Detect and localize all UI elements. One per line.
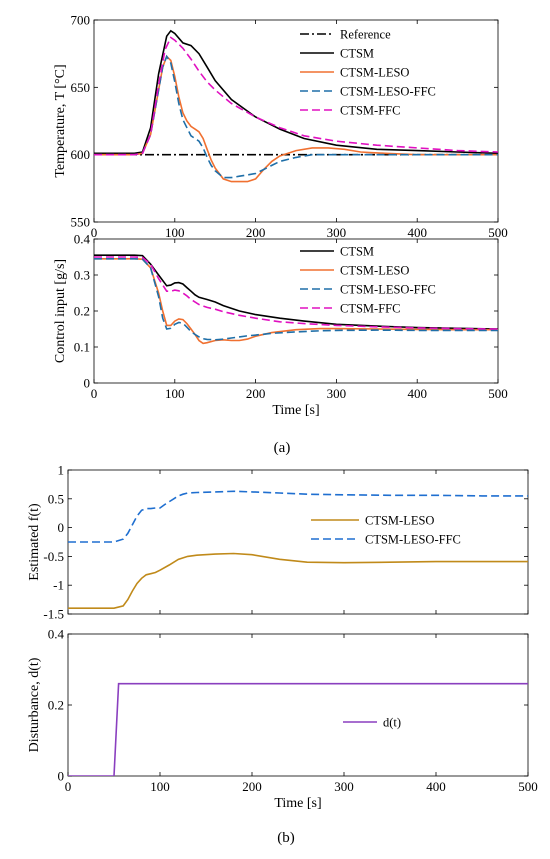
x-tick-label: 400 (407, 386, 427, 401)
caption-a: (a) (274, 440, 291, 456)
y-axis-label: Temperature, T [°C] (53, 64, 68, 177)
series-line-ctsm-leso (68, 552, 528, 610)
y-tick-label: 600 (71, 147, 91, 162)
x-tick-label: 500 (488, 386, 508, 401)
y-tick-label: 0 (58, 520, 65, 535)
y-axis-label: Estimated f(t) (27, 503, 42, 581)
x-tick-label: 500 (518, 779, 538, 794)
y-tick-label: 1 (58, 463, 65, 478)
y-tick-label: -0.5 (43, 549, 64, 564)
x-tick-label: 300 (327, 225, 347, 240)
x-axis-label: Time [s] (272, 403, 319, 418)
x-tick-label: 100 (150, 779, 170, 794)
x-tick-label: 200 (242, 779, 262, 794)
x-tick-label: 100 (165, 386, 185, 401)
y-tick-label: 0 (84, 376, 91, 391)
chart-b-bottom: 0 100 200 300 400 500 0 0.2 0.4 Disturbance, d(t)… (27, 627, 538, 812)
x-tick-label: 300 (334, 779, 354, 794)
chart-a-top: 0 100 200 300 400 500 550 600 650 700 Temperature,… (53, 13, 508, 241)
legend-label: CTSM (340, 47, 374, 61)
y-tick-label: 0 (58, 769, 65, 784)
plot-frame (67, 633, 529, 777)
x-axis-label: Time [s] (274, 796, 321, 811)
legend-label: CTSM (340, 245, 374, 259)
y-tick-label: 650 (71, 80, 91, 95)
series-line-d-t- (68, 682, 528, 776)
legend-label: CTSM-LESO-FFC (340, 283, 436, 297)
y-tick-label: 0.2 (48, 698, 64, 713)
y-tick-label: 0.3 (74, 268, 90, 283)
series-line-ctsm-leso-ffc (68, 490, 528, 543)
legend-label: CTSM-FFC (340, 104, 400, 118)
legend-label: CTSM-LESO (340, 264, 409, 278)
x-tick-label: 500 (488, 225, 508, 240)
chart-a-bottom: 0 100 200 300 400 500 0 0.1 0.2 0.3 0.4 Control inp… (53, 232, 508, 419)
series-line-ctsm-leso (94, 54, 498, 183)
legend-label: CTSM-LESO-FFC (365, 533, 461, 547)
x-tick-label: 0 (91, 225, 98, 240)
y-axis-label: Control input [g/s] (53, 259, 68, 363)
chart-b-top: -1.5 -1 -0.5 0 0.5 1 Estimated f(t) CTSM-LESO CT… (27, 463, 529, 622)
series-line-ctsm-ffc (94, 36, 498, 156)
legend-label: CTSM-FFC (340, 302, 400, 316)
series-line-ctsm-leso (94, 257, 498, 345)
y-tick-label: 0.1 (74, 340, 90, 355)
caption-b: (b) (277, 830, 295, 846)
y-axis-label: Disturbance, d(t) (27, 657, 42, 752)
x-tick-label: 400 (426, 779, 446, 794)
series-line-ctsm (94, 29, 498, 155)
series-line-ctsm-ffc (94, 256, 498, 330)
plot-frame (93, 19, 499, 223)
x-tick-label: 0 (91, 386, 98, 401)
y-tick-label: 0.2 (74, 304, 90, 319)
x-tick-label: 400 (407, 225, 427, 240)
x-tick-label: 200 (246, 386, 266, 401)
y-tick-label: 0.4 (48, 627, 65, 642)
series-line-ctsm-leso-ffc (94, 257, 498, 341)
y-tick-label: 0.5 (48, 491, 64, 506)
y-tick-label: 700 (71, 13, 91, 28)
plot-frame (93, 238, 499, 384)
x-tick-label: 0 (65, 779, 72, 794)
y-tick-label: -1 (53, 578, 64, 593)
x-tick-label: 100 (165, 225, 185, 240)
legend-label: CTSM-LESO (340, 66, 409, 80)
legend-label: CTSM-LESO (365, 514, 434, 528)
y-tick-label: -1.5 (43, 607, 64, 622)
series-line-ctsm (94, 254, 498, 330)
legend-label: d(t) (383, 716, 401, 730)
series-line-ctsm-leso-ffc (94, 54, 498, 179)
y-tick-label: 550 (71, 215, 91, 230)
legend-label: CTSM-LESO-FFC (340, 85, 436, 99)
x-tick-label: 300 (327, 386, 347, 401)
legend-label: Reference (340, 28, 391, 42)
y-tick-label: 0.4 (74, 232, 91, 247)
x-tick-label: 200 (246, 225, 266, 240)
